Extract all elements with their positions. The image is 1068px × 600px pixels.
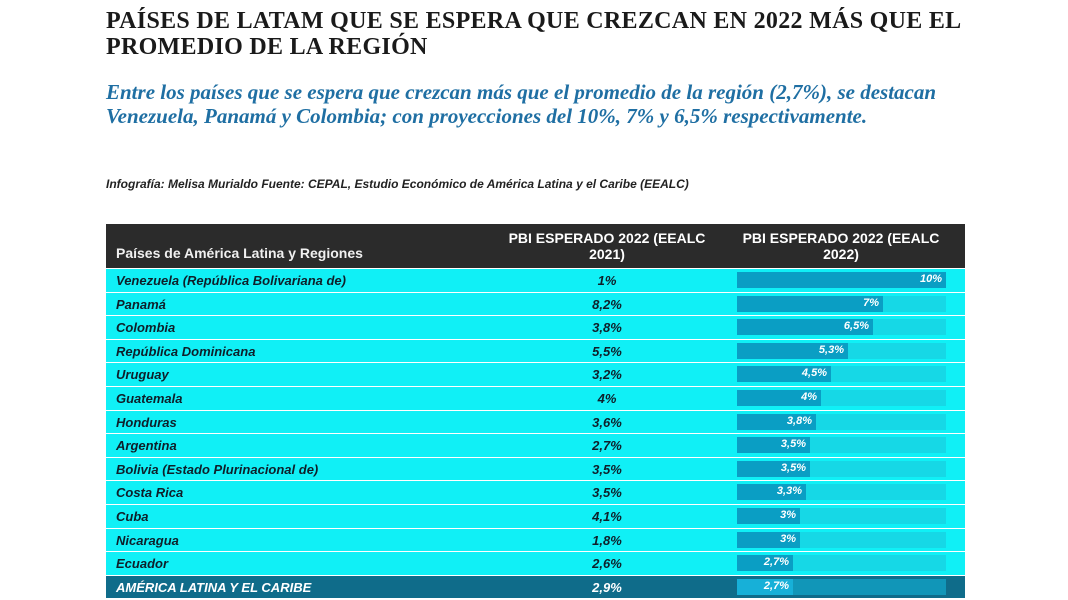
gdp-eealc-2021: 3,5% — [592, 485, 622, 501]
country-name: Bolivia (Estado Plurinacional de) — [116, 461, 319, 477]
page-title: PAÍSES DE LATAM QUE SE ESPERA QUE CREZCA… — [106, 8, 961, 60]
gdp-bar-track: 3,8% — [737, 413, 946, 430]
gdp-eealc-2021: 3,6% — [592, 414, 622, 430]
gdp-eealc-2022-bar: 2,7% — [737, 578, 793, 595]
country-name: Guatemala — [116, 390, 183, 406]
gdp-bar-track: 10% — [737, 272, 946, 288]
country-name: Cuba — [116, 508, 149, 524]
table-row: Guatemala 4% 4% — [106, 386, 965, 410]
gdp-eealc-2022-bar: 3% — [737, 507, 800, 524]
gdp-eealc-2022-bar: 10% — [737, 272, 946, 288]
gdp-bar-track: 3,5% — [737, 437, 946, 454]
gdp-eealc-2022-label: 6,5% — [843, 320, 869, 333]
gdp-eealc-2022-bar: 3,3% — [737, 484, 806, 501]
table-row: Nicaragua 1,8% 3% — [106, 528, 965, 552]
table-row: República Dominicana 5,5% 5,3% — [106, 339, 965, 363]
table-row: Ecuador 2,6% 2,7% — [106, 552, 965, 575]
country-name: Uruguay — [116, 367, 169, 383]
gdp-eealc-2022-label: 4,5% — [801, 367, 827, 380]
gdp-eealc-2021: 8,2% — [592, 296, 622, 312]
column-header-country: Países de América Latina y Regiones — [116, 245, 363, 261]
gdp-eealc-2021: 1% — [597, 273, 617, 288]
table-row: Honduras 3,6% 3,8% — [106, 410, 965, 434]
country-name: Argentina — [116, 438, 177, 454]
gdp-eealc-2022-label: 2,7% — [763, 556, 789, 569]
gdp-eealc-2022-label: 4% — [801, 390, 817, 403]
source-credit: Infografía: Melisa Murialdo Fuente: CEPA… — [106, 177, 689, 191]
gdp-bar-track: 6,5% — [737, 319, 946, 336]
table-row: Argentina 2,7% 3,5% — [106, 434, 965, 457]
country-name: Venezuela (República Bolivariana de) — [116, 273, 346, 288]
gdp-eealc-2021: 3,8% — [592, 320, 622, 336]
country-name: Honduras — [116, 414, 177, 430]
gdp-eealc-2022-bar: 4,5% — [737, 366, 831, 383]
gdp-eealc-2022-bar: 2,7% — [737, 555, 793, 572]
country-name: Ecuador — [116, 556, 169, 572]
column-header-eealc-2021: PBI ESPERADO 2022 (EEALC 2021) — [508, 230, 706, 262]
table-row: Panamá 8,2% 7% — [106, 292, 965, 316]
gdp-bar-track: 4% — [737, 389, 946, 406]
gdp-eealc-2021: 4% — [597, 390, 617, 406]
gdp-eealc-2022-bar: 4% — [737, 389, 821, 406]
gdp-eealc-2021: 3,5% — [592, 461, 622, 477]
gdp-bar-track: 5,3% — [737, 342, 946, 359]
country-name: AMÉRICA LATINA Y EL CARIBE — [116, 579, 312, 595]
gdp-eealc-2022-label: 3% — [780, 532, 796, 545]
gdp-eealc-2021: 2,6% — [592, 556, 622, 572]
table-row: Venezuela (República Bolivariana de) 1% 10… — [106, 269, 965, 292]
gdp-eealc-2022-label: 7% — [863, 296, 879, 309]
gdp-eealc-2022-bar: 3% — [737, 531, 800, 548]
gdp-eealc-2021: 5,5% — [592, 343, 622, 359]
country-name: Panamá — [116, 296, 166, 312]
gdp-eealc-2021: 4,1% — [592, 508, 622, 524]
gdp-eealc-2022-label: 10% — [919, 273, 942, 285]
table-row: Bolivia (Estado Plurinacional de) 3,5% 3,5… — [106, 457, 965, 481]
gdp-eealc-2022-label: 3,3% — [776, 485, 802, 498]
gdp-eealc-2021: 2,9% — [592, 579, 622, 595]
table-row-total: AMÉRICA LATINA Y EL CARIBE 2,9% 2,7% — [106, 575, 965, 599]
table-body: Venezuela (República Bolivariana de) 1% 10… — [106, 269, 965, 599]
country-name: Costa Rica — [116, 485, 184, 501]
gdp-eealc-2021: 1,8% — [592, 532, 622, 548]
gdp-bar-track: 2,7% — [737, 578, 946, 595]
gdp-eealc-2022-bar: 5,3% — [737, 342, 848, 359]
gdp-eealc-2022-label: 5,3% — [818, 343, 844, 356]
gdp-eealc-2022-label: 3,5% — [780, 461, 806, 474]
gdp-table: Países de América Latina y Regiones PBI … — [106, 224, 965, 599]
country-name: República Dominicana — [116, 343, 256, 359]
gdp-eealc-2022-bar: 7% — [737, 295, 883, 312]
gdp-eealc-2021: 2,7% — [592, 438, 622, 454]
gdp-bar-track: 7% — [737, 295, 946, 312]
table-row: Costa Rica 3,5% 3,3% — [106, 481, 965, 504]
gdp-bar-track: 3,3% — [737, 484, 946, 501]
gdp-eealc-2022-label: 3,8% — [786, 414, 812, 427]
table-row: Colombia 3,8% 6,5% — [106, 316, 965, 339]
gdp-bar-track: 3,5% — [737, 460, 946, 477]
gdp-eealc-2022-label: 2,7% — [763, 579, 789, 592]
gdp-bar-track: 3% — [737, 531, 946, 548]
gdp-bar-track: 3% — [737, 507, 946, 524]
gdp-eealc-2022-bar: 3,5% — [737, 437, 810, 454]
gdp-bar-track: 4,5% — [737, 366, 946, 383]
gdp-eealc-2022-bar: 3,5% — [737, 460, 810, 477]
table-row: Cuba 4,1% 3% — [106, 504, 965, 528]
gdp-eealc-2021: 3,2% — [592, 367, 622, 383]
table-header: Países de América Latina y Regiones PBI … — [106, 224, 965, 268]
table-row: Uruguay 3,2% 4,5% — [106, 363, 965, 386]
gdp-bar-track: 2,7% — [737, 555, 946, 572]
gdp-eealc-2022-label: 3% — [780, 508, 796, 521]
page-subtitle: Entre los países que se espera que crezc… — [106, 80, 937, 128]
country-name: Colombia — [116, 320, 176, 336]
column-header-eealc-2022: PBI ESPERADO 2022 (EEALC 2022) — [742, 230, 940, 262]
gdp-eealc-2022-bar: 6,5% — [737, 319, 873, 336]
country-name: Nicaragua — [116, 532, 179, 548]
gdp-eealc-2022-bar: 3,8% — [737, 413, 816, 430]
gdp-eealc-2022-label: 3,5% — [780, 438, 806, 451]
